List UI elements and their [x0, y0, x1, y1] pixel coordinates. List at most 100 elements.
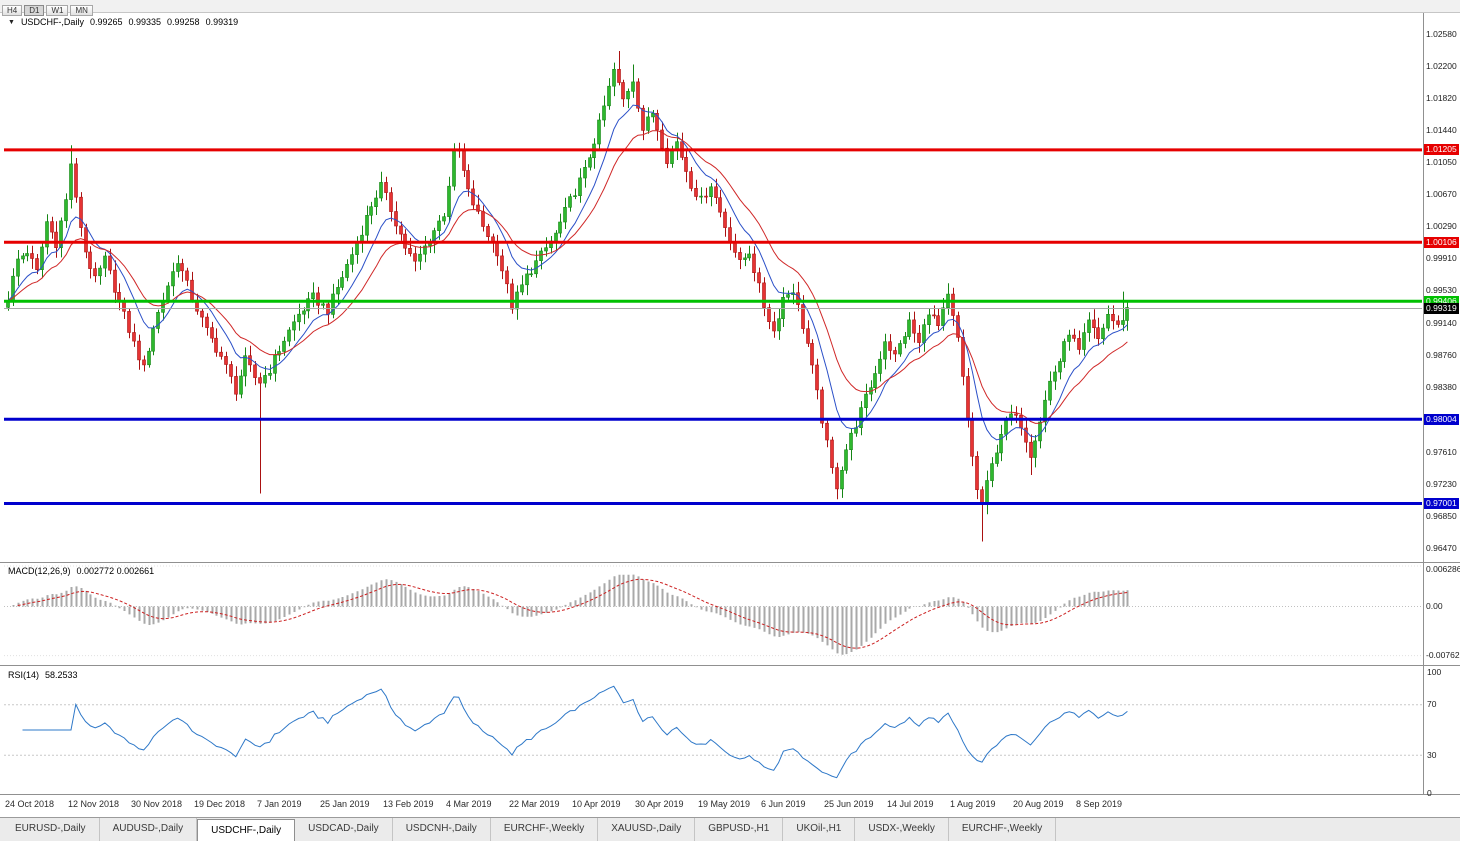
candle-body [694, 188, 698, 197]
timeframe-button-w1[interactable]: W1 [46, 5, 69, 16]
candle-body [597, 119, 601, 145]
candle-body [1014, 413, 1018, 416]
candle-body [108, 255, 112, 271]
timeframe-button-h4[interactable]: H4 [2, 5, 23, 16]
candle-body [1029, 441, 1033, 458]
candle-body [1121, 320, 1125, 325]
candle-body [568, 196, 572, 208]
candle-body [815, 364, 819, 391]
price-axis-label: 1.02200 [1426, 61, 1457, 71]
candle-body [200, 310, 204, 318]
candle-body [806, 328, 810, 344]
candle-body [733, 242, 737, 253]
candle-body [529, 273, 533, 276]
level-price-badge: 0.98004 [1424, 414, 1459, 425]
chart-tab-1-audusd-daily[interactable]: AUDUSD-,Daily [100, 818, 198, 841]
collapse-icon[interactable]: ▼ [8, 18, 15, 26]
slow-ma-line [7, 130, 1128, 424]
candle-body [69, 163, 73, 200]
candle-body [316, 292, 320, 306]
chart-tab-6-xauusd-daily[interactable]: XAUUSD-,Daily [598, 818, 696, 841]
candle-body [1092, 319, 1096, 328]
date-axis-label: 19 May 2019 [698, 799, 751, 809]
date-axis-label: 8 Sep 2019 [1076, 799, 1123, 809]
macd-title: MACD(12,26,9) 0.002772 0.002661 [8, 566, 154, 576]
candle-body [442, 216, 446, 222]
price-axis-label: 0.97230 [1426, 479, 1457, 489]
price-axis-label: 1.00290 [1426, 221, 1457, 231]
candle-body [990, 463, 994, 481]
macd-axis-label: -0.00762 [1426, 650, 1460, 660]
candle-body [1019, 414, 1023, 429]
chart-tab-5-eurchf-weekly[interactable]: EURCHF-,Weekly [491, 818, 599, 841]
candle-body [263, 375, 267, 384]
chart-title: ▼ USDCHF-,Daily 0.99265 0.99335 0.99258 … [8, 17, 238, 27]
timeframe-button-mn[interactable]: MN [70, 5, 93, 16]
chart-tab-10-eurchf-weekly[interactable]: EURCHF-,Weekly [949, 818, 1057, 841]
candle-body [840, 469, 844, 490]
candle-body [922, 324, 926, 343]
candle-body [1024, 427, 1028, 443]
candle-body [786, 294, 790, 298]
chart-tab-7-gbpusd-h1[interactable]: GBPUSD-,H1 [695, 818, 784, 841]
chart-tab-9-usdx-weekly[interactable]: USDX-,Weekly [855, 818, 949, 841]
candle-body [777, 318, 781, 332]
candle-body [54, 231, 58, 249]
candle-body [50, 221, 54, 233]
candle-body [844, 449, 848, 471]
candle-body [137, 340, 141, 361]
candle-body [190, 279, 194, 301]
candle-body [660, 129, 664, 149]
candle-body [253, 364, 257, 378]
candle-body [127, 311, 131, 333]
candle-body [854, 427, 858, 434]
candle-body [64, 199, 68, 222]
candle-body [229, 364, 233, 377]
candle-body [297, 313, 301, 323]
rsi-label: RSI(14) [8, 670, 40, 680]
date-axis-label: 24 Oct 2018 [5, 799, 55, 809]
candle-body [273, 354, 277, 374]
rsi-axis-label: 0 [1427, 788, 1432, 798]
candle-body [1125, 307, 1129, 321]
candle-body [810, 343, 814, 366]
candle-body [500, 255, 504, 272]
candle-body [268, 372, 272, 376]
candle-body [752, 253, 756, 274]
candle-body [772, 321, 776, 332]
candle-body [103, 255, 107, 269]
date-axis-label: 25 Jan 2019 [320, 799, 370, 809]
date-axis-label: 25 Jun 2019 [824, 799, 874, 809]
candle-body [40, 246, 44, 271]
date-axis-label: 10 Apr 2019 [572, 799, 621, 809]
candle-body [258, 377, 262, 384]
candle-body [621, 82, 625, 100]
candle-body [389, 192, 393, 212]
candle-body [205, 316, 209, 328]
candle-body [350, 254, 354, 265]
quote-open: 0.99265 [89, 17, 123, 27]
chart-tab-4-usdcnh-daily[interactable]: USDCNH-,Daily [393, 818, 491, 841]
timeframe-button-d1[interactable]: D1 [24, 5, 45, 16]
candle-body [912, 319, 916, 334]
price-axis-label: 1.01440 [1426, 125, 1457, 135]
candle-body [1096, 327, 1100, 340]
candle-body [156, 311, 160, 329]
chart-tab-0-eurusd-daily[interactable]: EURUSD-,Daily [2, 818, 100, 841]
candle-body [888, 341, 892, 351]
candle-body [243, 355, 247, 377]
chart-tab-2-usdchf-daily[interactable]: USDCHF-,Daily [197, 819, 296, 841]
candle-body [975, 455, 979, 490]
candle-body [728, 227, 732, 244]
candle-body [413, 253, 417, 262]
macd-label: MACD(12,26,9) [8, 566, 71, 576]
candle-body [689, 171, 693, 189]
candle-body [835, 467, 839, 490]
candle-body [636, 81, 640, 109]
chart-tab-3-usdcad-daily[interactable]: USDCAD-,Daily [295, 818, 393, 841]
candle-body [714, 186, 718, 198]
chart-tab-8-ukoil-h1[interactable]: UKOil-,H1 [783, 818, 856, 841]
price-axis-label: 0.98380 [1426, 382, 1457, 392]
candle-body [796, 292, 800, 305]
